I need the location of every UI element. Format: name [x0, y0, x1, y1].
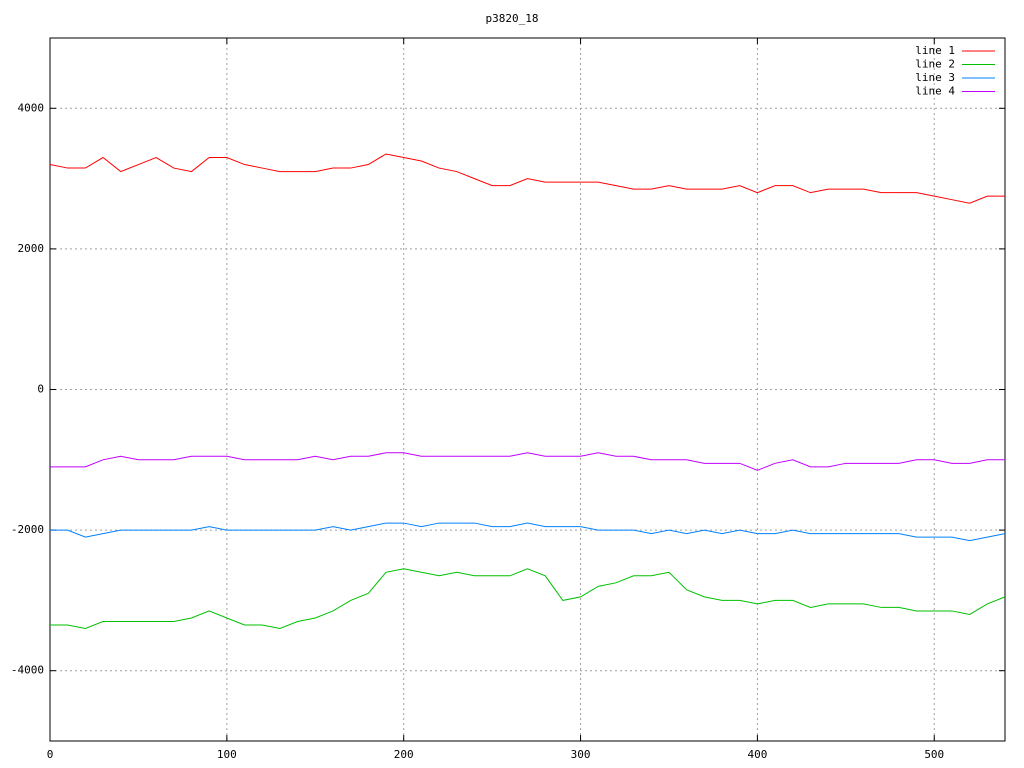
- y-tick-label: 4000: [18, 101, 45, 114]
- x-tick-label: 400: [747, 748, 767, 761]
- chart-title: p3820_18: [486, 12, 539, 25]
- y-tick-label: 0: [37, 383, 44, 396]
- x-tick-label: 300: [571, 748, 591, 761]
- legend-label: line 1: [915, 44, 955, 57]
- data-line: [49, 153, 1005, 204]
- y-tick-label: -2000: [11, 523, 44, 536]
- x-tick-label: 100: [217, 748, 237, 761]
- x-tick-label: 0: [47, 748, 54, 761]
- data-line: [50, 522, 1006, 542]
- legend-label: line 2: [915, 58, 955, 71]
- y-tick-label: -4000: [11, 664, 44, 677]
- data-line: [50, 568, 1006, 630]
- x-tick-label: 500: [924, 748, 944, 761]
- legend-label: line 4: [915, 85, 955, 98]
- plot-border: [49, 37, 1006, 742]
- y-tick-label: 2000: [18, 242, 45, 255]
- legend-label: line 3: [915, 71, 955, 84]
- data-line: [50, 452, 1005, 471]
- x-tick-label: 200: [394, 748, 414, 761]
